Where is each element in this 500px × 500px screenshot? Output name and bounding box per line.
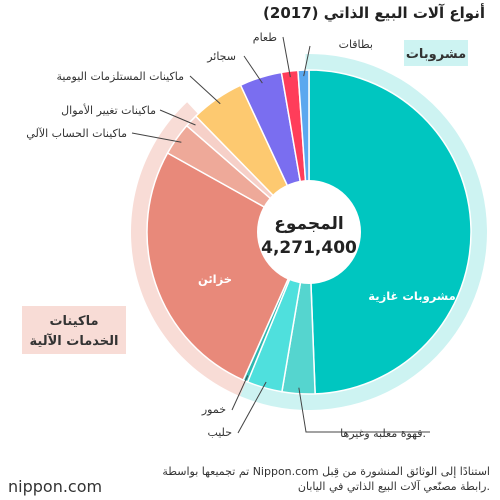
leader-line-5 xyxy=(131,132,182,143)
total-label: المجموع xyxy=(274,214,344,234)
leader-lines xyxy=(131,36,430,434)
source-note-line1: تم تجميعها بواسطة Nippon.com استنادًا إل… xyxy=(162,465,490,479)
nippon-logo: nippon.com xyxy=(8,477,102,496)
group-box-drinks xyxy=(404,40,468,66)
group-rings xyxy=(131,54,487,411)
group-box-services xyxy=(22,306,126,354)
source-note-line2: رابطة مصنّعي آلات البيع الذاتي في اليابا… xyxy=(298,479,490,493)
pie-slice-0 xyxy=(308,69,472,395)
label-daily-goods: ماكينات المستلزمات اليومية xyxy=(56,70,184,83)
group-label-services-line2: الخدمات الآلية xyxy=(30,333,119,349)
chart-title: أنواع آلات البيع الذاتي (2017) xyxy=(263,3,485,22)
label-food: طعام xyxy=(253,31,277,44)
group-ring-1 xyxy=(131,102,247,397)
label-ticket-machines: ماكينات الحساب الآلي xyxy=(26,127,127,140)
leader-line-8 xyxy=(243,55,263,84)
leader-line-1 xyxy=(298,387,430,433)
leader-line-7 xyxy=(189,75,221,105)
group-label-drinks: مشروبات xyxy=(406,47,466,62)
label-canned-coffee: قهوة معلبة وغيرها. xyxy=(340,427,426,440)
group-label-services-line1: ماكينات xyxy=(49,314,98,329)
label-lockers: خزائن xyxy=(198,272,232,286)
donut-hole xyxy=(257,180,361,284)
label-milk: حليب xyxy=(207,426,232,439)
label-alcohol: خمور xyxy=(201,403,226,416)
label-soft-drinks: مشروبات غازية xyxy=(368,289,455,304)
label-money-changer: ماكينات تغيير الأموال xyxy=(61,103,156,117)
leader-line-6 xyxy=(159,109,196,126)
total-value: 4,271,400 xyxy=(261,238,357,258)
leader-line-10 xyxy=(303,45,311,77)
label-cigarettes: سجائر xyxy=(206,50,236,63)
leader-line-3 xyxy=(231,375,249,411)
leader-line-2 xyxy=(237,381,267,434)
label-cards: بطاقات xyxy=(339,38,373,51)
leader-line-9 xyxy=(282,36,291,78)
